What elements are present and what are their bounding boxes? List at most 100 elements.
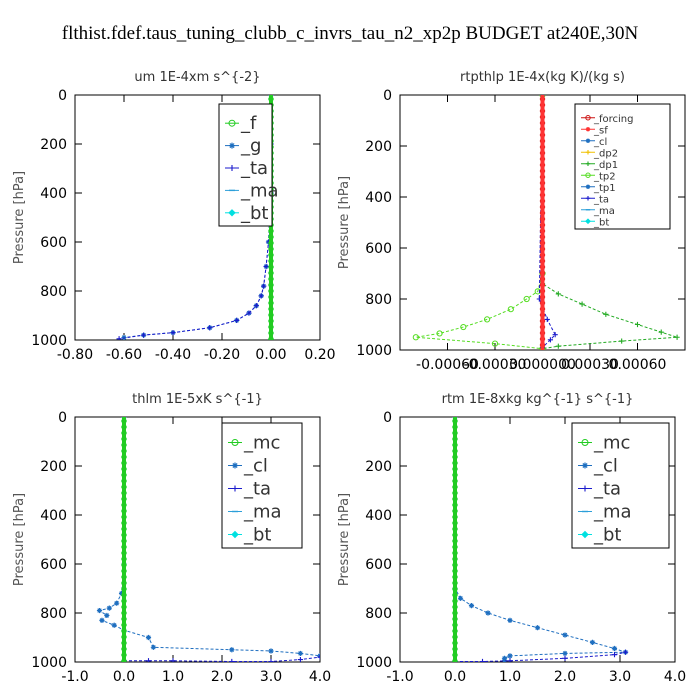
legend-marker: [585, 161, 591, 166]
legend-label: _bt: [240, 203, 268, 224]
data-point: [523, 295, 530, 303]
legend-label: _ma: [593, 206, 615, 217]
data-point: [268, 324, 274, 330]
series-group: [452, 417, 629, 662]
y-axis-label: Pressure [hPa]: [337, 493, 352, 586]
series-group: [96, 417, 320, 662]
legend-marker: [581, 530, 589, 539]
data-point: [121, 520, 127, 526]
data-point: [297, 650, 303, 657]
data-point: [540, 240, 545, 246]
data-point: [540, 96, 545, 102]
panel-title: um 1E-4xm s^{-2}: [134, 70, 260, 85]
data-point: [674, 334, 680, 340]
data-point: [552, 332, 558, 338]
series-line-ta: [538, 95, 556, 348]
data-point: [170, 658, 176, 662]
data-point: [555, 343, 561, 349]
data-point: [268, 288, 274, 294]
data-point: [544, 316, 550, 322]
panel-title: rtpthlp 1E-4x(kg K)/(kg s): [460, 70, 625, 85]
data-point: [268, 330, 274, 336]
data-point: [562, 650, 568, 657]
data-point: [268, 252, 274, 258]
y-tick-label: 1000: [31, 333, 67, 349]
legend: _mc_cl_ta_ma_bt: [221, 422, 303, 549]
data-point: [121, 574, 127, 580]
y-tick-label: 1000: [31, 655, 67, 671]
data-point: [268, 282, 274, 288]
data-point: [540, 276, 545, 282]
legend-marker: [585, 150, 591, 155]
data-point: [121, 640, 127, 646]
data-point: [452, 514, 458, 520]
x-tick-label: -0.60: [106, 347, 142, 363]
y-tick-label: 800: [40, 284, 67, 300]
y-tick-label: 400: [40, 508, 67, 524]
x-tick-label: 2.0: [554, 669, 576, 685]
x-tick-label: 2.0: [211, 669, 233, 685]
panel-1: um 1E-4xm s^{-2} Pressure [hPa] 0 200 400 600…: [12, 70, 336, 363]
data-point: [253, 303, 259, 309]
data-point: [121, 616, 127, 622]
data-point: [452, 646, 458, 652]
data-point: [540, 234, 545, 240]
data-point: [121, 622, 127, 628]
data-point: [111, 622, 117, 628]
data-point: [452, 442, 458, 448]
panel-2: rtpthlp 1E-4x(kg K)/(kg s) Pressure [hPa]…: [337, 70, 686, 373]
legend-marker: [585, 218, 591, 225]
data-point: [268, 234, 274, 240]
x-tick-label: 4.0: [664, 669, 686, 685]
data-point: [106, 605, 112, 611]
y-axis-label: Pressure [hPa]: [12, 171, 27, 264]
series-line-cl: [454, 417, 626, 661]
data-point: [121, 562, 127, 568]
data-point: [452, 640, 458, 646]
data-point: [121, 652, 127, 658]
y-tick-label: 200: [40, 137, 67, 153]
data-point: [452, 574, 458, 580]
x-tick-label: 1.0: [162, 669, 184, 685]
data-point: [540, 342, 545, 348]
data-point: [207, 325, 213, 331]
data-point: [268, 264, 274, 270]
data-point: [141, 332, 147, 338]
series-line-tp2: [415, 95, 543, 350]
data-point: [452, 658, 458, 662]
data-point: [540, 204, 545, 210]
data-point: [452, 586, 458, 592]
panel-title: thlm 1E-5xK s^{-1}: [132, 392, 263, 407]
data-point: [452, 418, 458, 424]
y-tick-label: 1000: [356, 655, 392, 671]
data-point: [540, 330, 545, 336]
legend-label: _tp2: [593, 171, 616, 182]
data-point: [540, 114, 545, 120]
data-point: [121, 424, 127, 430]
data-point: [121, 466, 127, 472]
data-point: [540, 138, 545, 144]
data-point: [121, 436, 127, 442]
y-axis-label: Pressure [hPa]: [337, 176, 352, 269]
data-point: [121, 508, 127, 514]
series-line-cl: [98, 417, 320, 657]
legend-label: _ta: [240, 158, 268, 179]
data-point: [268, 246, 274, 252]
data-point: [634, 321, 641, 328]
data-point: [452, 562, 458, 568]
data-point: [121, 514, 127, 520]
data-point: [540, 300, 545, 306]
data-point: [116, 336, 122, 340]
data-point: [452, 520, 458, 526]
y-tick-label: 600: [40, 235, 67, 251]
legend-marker: [231, 439, 239, 446]
data-point: [603, 311, 609, 317]
data-point: [611, 645, 618, 652]
data-point: [540, 252, 545, 258]
legend-label: _bt: [593, 525, 621, 546]
y-tick-label: 600: [365, 557, 392, 573]
data-point: [452, 508, 458, 514]
data-point: [99, 617, 105, 623]
legend-label: _bt: [593, 217, 609, 228]
data-point: [540, 222, 545, 228]
